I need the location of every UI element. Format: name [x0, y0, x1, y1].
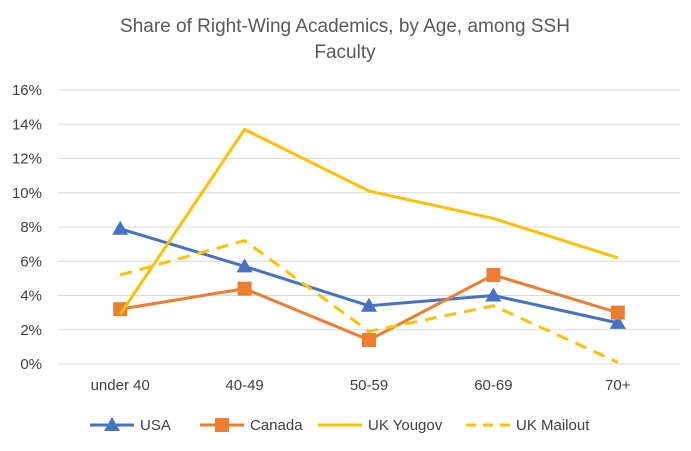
- y-tick-label: 14%: [12, 116, 42, 133]
- y-tick-label: 6%: [20, 253, 42, 270]
- legend-marker: [104, 417, 120, 431]
- x-tick-label: 40-49: [225, 377, 263, 394]
- data-point-usa: [485, 287, 502, 302]
- legend-item-usa: USA: [90, 417, 171, 434]
- series-usa: [112, 220, 626, 329]
- series-uk-mailout: [119, 239, 619, 364]
- y-tick-label: 0%: [20, 356, 42, 373]
- y-tick-label: 16%: [12, 82, 42, 99]
- y-tick-label: 4%: [20, 288, 42, 305]
- data-point-usa: [112, 220, 129, 235]
- chart-title-line-2: Faculty: [314, 42, 376, 63]
- series-line-uk-mailout: [119, 239, 619, 364]
- legend-item-uk-yougov: UK Yougov: [318, 417, 443, 434]
- y-tick-label: 10%: [12, 185, 42, 202]
- x-tick-label: under 40: [91, 377, 150, 394]
- data-point-usa: [361, 297, 377, 312]
- series-line-uk-yougov: [118, 127, 619, 316]
- data-point-canada: [237, 281, 252, 296]
- legend-label: UK Mailout: [516, 417, 590, 434]
- legend: USA Canada UK Yougov UK Mailout: [90, 417, 590, 434]
- y-tick-label: 2%: [20, 322, 42, 339]
- data-point-usa: [236, 258, 253, 273]
- chart-title-line-1: Share of Right-Wing Academics, by Age, a…: [120, 16, 570, 37]
- data-point-canada: [486, 267, 501, 282]
- data-point-canada: [362, 333, 376, 348]
- x-axis-ticks: under 40 40-49 50-59 60-69 70+: [91, 377, 631, 394]
- series: [112, 127, 626, 364]
- legend-label: Canada: [250, 417, 303, 434]
- x-tick-label: 60-69: [474, 377, 512, 394]
- series-uk-yougov: [118, 127, 619, 316]
- legend-label: USA: [140, 417, 171, 434]
- x-tick-label: 70+: [605, 377, 631, 394]
- legend-marker: [215, 418, 229, 432]
- gridlines: [58, 89, 680, 365]
- legend-item-uk-mailout: UK Mailout: [466, 417, 590, 434]
- data-point-canada: [610, 305, 625, 320]
- legend-item-canada: Canada: [200, 417, 303, 434]
- y-axis-ticks: 0% 2% 4% 6% 8% 10% 12% 14% 16%: [12, 82, 42, 373]
- y-tick-label: 12%: [12, 151, 42, 168]
- data-point-canada: [113, 302, 128, 317]
- y-tick-label: 8%: [20, 219, 42, 236]
- data-point-usa: [609, 314, 626, 329]
- series-canada: [113, 267, 625, 348]
- x-tick-label: 50-59: [350, 377, 388, 394]
- legend-label: UK Yougov: [368, 417, 443, 434]
